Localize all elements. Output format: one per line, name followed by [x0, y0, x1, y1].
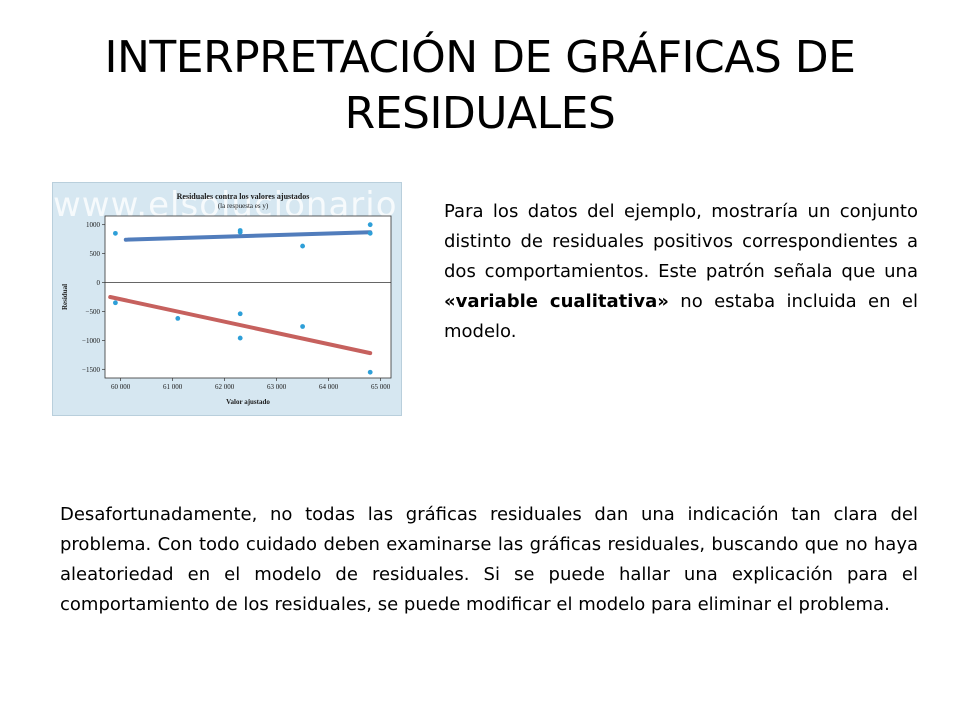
residual-point	[237, 335, 243, 341]
x-tick-label: 63 000	[267, 383, 287, 391]
x-tick-label: 65 000	[371, 383, 391, 391]
residual-scatter-chart: Residuales contra los valores ajustados …	[61, 192, 392, 406]
upper-trend-line	[123, 230, 373, 242]
residual-point	[367, 369, 373, 375]
side-paragraph-text-1: Para los datos del ejemplo, mostraría un…	[444, 201, 918, 282]
bottom-paragraph: Desafortunadamente, no todas las gráfica…	[60, 504, 918, 615]
residual-point	[237, 229, 243, 235]
y-axis-label: Residual	[61, 284, 69, 310]
side-paragraph-bold: «variable cualitativa»	[444, 291, 669, 312]
y-tick-label: 0	[97, 279, 101, 287]
chart-subtitle: (la respuesta es y)	[218, 202, 269, 210]
residual-point	[113, 230, 118, 236]
y-tick-label: −500	[86, 308, 101, 316]
y-tick-label: 500	[90, 250, 101, 258]
side-paragraph-text-2: no estaba incluida en el modelo.	[444, 291, 918, 342]
y-tick-label: 1000	[86, 221, 101, 229]
residual-point	[367, 230, 373, 236]
residual-point	[300, 243, 305, 249]
x-tick-label: 62 000	[215, 383, 235, 391]
x-tick-label: 64 000	[319, 383, 339, 391]
x-tick-label: 60 000	[111, 383, 131, 391]
slide-title: INTERPRETACIÓN DE GRÁFICAS DE RESIDUALES	[104, 32, 856, 139]
plot-background	[104, 215, 392, 379]
residual-point	[175, 316, 181, 321]
residual-point	[367, 222, 373, 228]
residual-plot-figure: www.elsolucionario Residuales contra los…	[52, 182, 402, 416]
residual-point	[113, 300, 118, 306]
x-axis-label: Valor ajustado	[226, 398, 270, 406]
residual-point	[300, 324, 305, 329]
y-tick-label: −1500	[82, 366, 100, 374]
residual-point	[237, 311, 243, 317]
side-paragraph: Para los datos del ejemplo, mostraría un…	[444, 197, 918, 347]
y-tick-label: −1000	[82, 337, 100, 345]
chart-title: Residuales contra los valores ajustados	[177, 192, 310, 201]
x-tick-label: 61 000	[163, 383, 183, 391]
lower-trend-line	[108, 295, 373, 356]
